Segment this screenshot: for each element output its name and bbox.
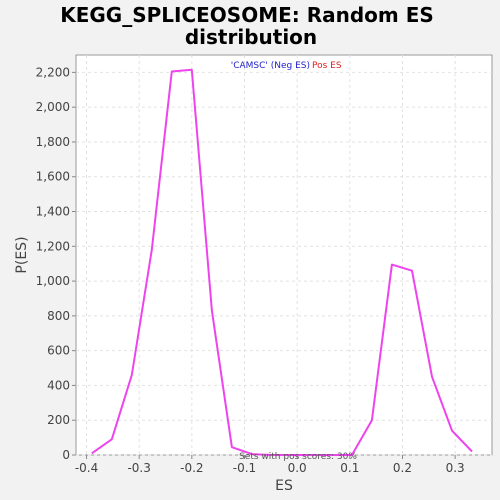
x-tick-label: -0.4 bbox=[75, 461, 98, 475]
x-tick-label: 0.3 bbox=[446, 461, 465, 475]
x-tick-label: 0.1 bbox=[340, 461, 359, 475]
y-tick-label: 1,200 bbox=[36, 239, 70, 253]
plot-area bbox=[75, 54, 493, 456]
y-tick-label: 400 bbox=[47, 378, 70, 392]
y-tick-label: 800 bbox=[47, 309, 70, 323]
legend-pos-label: Pos ES bbox=[312, 61, 342, 71]
axes bbox=[72, 71, 456, 459]
x-tick-label: -0.3 bbox=[127, 461, 150, 475]
chart-title-line2: distribution bbox=[185, 25, 317, 49]
series-layer bbox=[91, 68, 473, 456]
y-tick-label: 2,200 bbox=[36, 65, 70, 79]
x-axis-label: ES bbox=[275, 478, 293, 494]
distribution-line bbox=[91, 68, 473, 456]
pos-scores-annotation: Sets with pos scores: 30% bbox=[239, 452, 357, 462]
legend-neg-label: 'CAMSC' (Neg ES) bbox=[231, 61, 310, 71]
y-tick-label: 600 bbox=[47, 344, 70, 358]
grid bbox=[76, 55, 492, 456]
y-axis-label: P(ES) bbox=[14, 236, 30, 273]
x-tick-label: -0.1 bbox=[233, 461, 256, 475]
tick-labels: 0 200 400 600 800 1,000 1,200 1,400 1,600 1,800 2,… bbox=[36, 65, 465, 475]
x-tick-label: 0.2 bbox=[393, 461, 412, 475]
y-tick-label: 2,000 bbox=[36, 100, 70, 114]
y-tick-label: 1,800 bbox=[36, 135, 70, 149]
y-tick-label: 1,600 bbox=[36, 170, 70, 184]
y-tick-label: 1,000 bbox=[36, 274, 70, 288]
chart-title-line1: KEGG_SPLICEOSOME: Random ES bbox=[60, 3, 434, 27]
y-tick-label: 0 bbox=[62, 448, 70, 462]
x-tick-label: 0.0 bbox=[288, 461, 307, 475]
y-tick-label: 200 bbox=[47, 413, 70, 427]
y-tick-label: 1,400 bbox=[36, 205, 70, 219]
x-tick-label: -0.2 bbox=[180, 461, 203, 475]
